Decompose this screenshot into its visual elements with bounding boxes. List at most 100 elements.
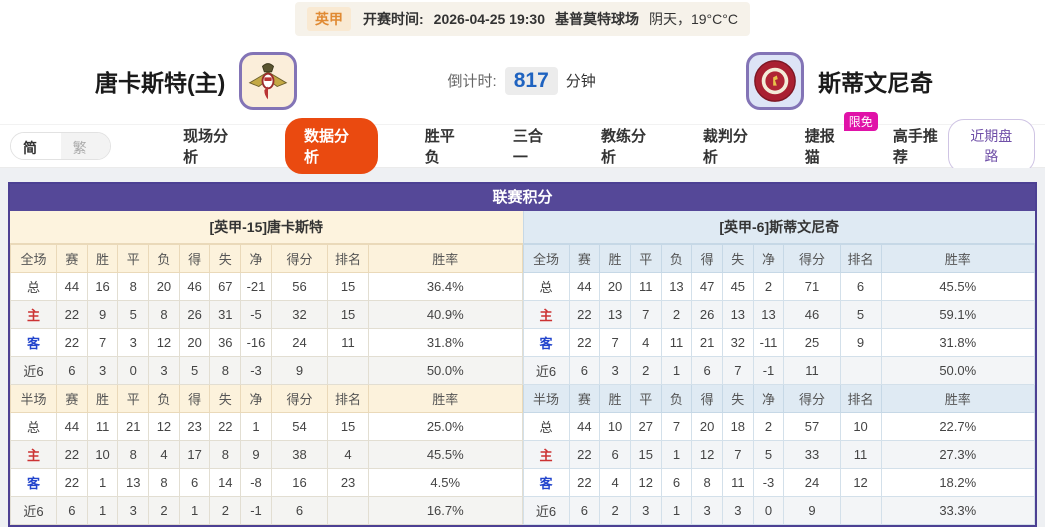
countdown-value: 817: [504, 66, 558, 95]
column-header: 胜率: [880, 384, 1035, 413]
column-header: 赛: [568, 244, 601, 273]
column-header: 排名: [839, 244, 882, 273]
tab-jiebaomao[interactable]: 捷报猫 限免: [805, 112, 878, 167]
stat-cell: 13: [752, 300, 785, 329]
stat-cell: 10: [839, 412, 882, 441]
stat-cell: 20: [599, 272, 631, 301]
column-header: 负: [148, 384, 180, 413]
section-label: 全场: [522, 244, 570, 273]
stats-row: 主 22 10 8 4 17 8 9 38 4 45.5%: [9, 440, 523, 469]
stat-cell: 27: [629, 412, 662, 441]
stat-cell: 31.8%: [880, 328, 1035, 357]
column-header: 得: [178, 244, 211, 273]
column-header: 排名: [327, 244, 369, 273]
column-header: 负: [660, 244, 693, 273]
column-header: 净: [240, 244, 272, 273]
stat-cell: 10: [86, 440, 119, 469]
column-header: 平: [629, 244, 662, 273]
half-match-rows: 总 44 11 21 12 23 22 1 54 15 25.0% 主 22 10 8 4 17 8 9 38 4 45.…: [9, 412, 523, 525]
stat-cell: 18.2%: [880, 468, 1035, 497]
tab-live-analysis[interactable]: 现场分析: [183, 128, 229, 166]
stat-cell: 2: [752, 272, 785, 301]
stat-cell: -11: [752, 328, 785, 357]
stat-cell: 8: [117, 440, 150, 469]
stat-cell: 4.5%: [368, 468, 523, 497]
stat-cell: 3: [117, 328, 150, 357]
stats-row: 客 22 7 4 11 21 32 -11 25 9 31.8%: [522, 328, 1035, 357]
stat-cell: -5: [240, 300, 272, 329]
column-header: 平: [117, 384, 150, 413]
stats-row: 客 22 7 3 12 20 36 -16 24 11 31.8%: [9, 328, 523, 357]
stat-cell: 21: [117, 412, 150, 441]
tab-data-analysis[interactable]: 数据分析: [284, 118, 378, 174]
stat-cell: 11: [86, 412, 119, 441]
tab-coach-analysis[interactable]: 教练分析: [601, 128, 647, 166]
column-header: 得分: [270, 244, 329, 273]
stat-cell: 22: [56, 300, 88, 329]
stat-cell: 6: [56, 496, 88, 525]
stat-cell: 10: [599, 412, 631, 441]
stat-cell: 32: [721, 328, 754, 357]
stats-row: 客 22 4 12 6 8 11 -3 24 12 18.2%: [522, 468, 1035, 497]
column-header: 平: [629, 384, 662, 413]
home-team-logo-icon: [239, 51, 298, 110]
stat-cell: 11: [327, 328, 369, 357]
stat-cell: 7: [660, 412, 693, 441]
row-label: 近6: [9, 356, 58, 385]
free-badge: 限免: [843, 112, 878, 131]
stat-cell: 15: [327, 272, 369, 301]
lang-traditional-button[interactable]: 繁体: [60, 133, 111, 159]
stats-row: 主 22 9 5 8 26 31 -5 32 15 40.9%: [9, 300, 523, 329]
stat-cell: 6: [56, 356, 88, 385]
recent-odds-button[interactable]: 近期盘路: [947, 119, 1035, 173]
stat-cell: 11: [629, 272, 662, 301]
league-points-title: 联赛积分: [10, 184, 1035, 211]
stats-row: 近6 6 3 2 1 6 7 -1 11 50.0%: [522, 356, 1035, 385]
tab-expert-picks[interactable]: 高手推荐: [892, 128, 938, 166]
stats-row: 总 44 20 11 13 47 45 2 71 6 45.5%: [522, 272, 1035, 301]
column-header: 平: [117, 244, 150, 273]
stat-cell: 4: [629, 328, 662, 357]
stat-cell: 15: [327, 412, 369, 441]
stat-cell: 25: [783, 328, 841, 357]
doncaster-crest-icon: [248, 62, 288, 100]
column-header: 负: [660, 384, 693, 413]
stat-cell: 44: [56, 412, 88, 441]
column-header-row: 全场赛胜平负得失净得分 排名 胜率: [522, 244, 1035, 273]
away-stats-table: 全场赛胜平负得失净得分 排名 胜率 总 44 20 11 13 47 45 2 71 6 45.5% 主 2…: [522, 244, 1036, 525]
stat-cell: 24: [270, 328, 329, 357]
stat-cell: -1: [752, 356, 785, 385]
stat-cell: [327, 356, 369, 385]
language-toggle[interactable]: 简体 繁体: [10, 132, 112, 160]
stat-cell: -1: [240, 496, 272, 525]
tab-win-draw-loss[interactable]: 胜平负: [424, 128, 455, 166]
row-label: 近6: [522, 496, 570, 525]
section-label: 半场: [522, 384, 570, 413]
lang-simplified-button[interactable]: 简体: [11, 133, 61, 159]
stat-cell: 7: [629, 300, 662, 329]
stat-cell: 2: [599, 496, 631, 525]
stat-cell: 6: [568, 356, 601, 385]
column-header-row: 半场赛胜平负得失净得分 排名 胜率: [9, 384, 523, 413]
stat-cell: 25.0%: [368, 412, 523, 441]
stat-cell: [327, 496, 369, 525]
stat-cell: 4: [148, 440, 180, 469]
stat-cell: 44: [56, 272, 88, 301]
stat-cell: 3: [86, 356, 119, 385]
stat-cell: 7: [86, 328, 119, 357]
row-label: 总: [9, 412, 58, 441]
tab-three-in-one[interactable]: 三合一: [512, 128, 543, 166]
column-header: 排名: [839, 384, 882, 413]
stat-cell: 5: [178, 356, 211, 385]
stat-cell: 2: [660, 300, 693, 329]
full-match-rows: 总 44 16 8 20 46 67 -21 56 15 36.4% 主 22 9 5 8 26 31 -5 32 15…: [9, 272, 523, 385]
stat-cell: 1: [660, 496, 693, 525]
stat-cell: 20: [148, 272, 180, 301]
stat-cell: 22: [568, 468, 601, 497]
stat-cell: 8: [209, 356, 242, 385]
full-match-rows: 总 44 20 11 13 47 45 2 71 6 45.5% 主 22 13 7 2 26 13 13 46 5 59…: [522, 272, 1035, 385]
stat-cell: 6: [270, 496, 329, 525]
home-stats-table: 全场赛胜平负得失净得分 排名 胜率 总 44 16 8 20 46 67 -21 56 15 36.4%…: [9, 244, 523, 525]
league-points-block: 联赛积分 [英甲-15]唐卡斯特 全场赛胜平负得失净得分 排名 胜率 总 44 16 8 2…: [8, 182, 1037, 527]
tab-referee-analysis[interactable]: 裁判分析: [702, 128, 748, 166]
